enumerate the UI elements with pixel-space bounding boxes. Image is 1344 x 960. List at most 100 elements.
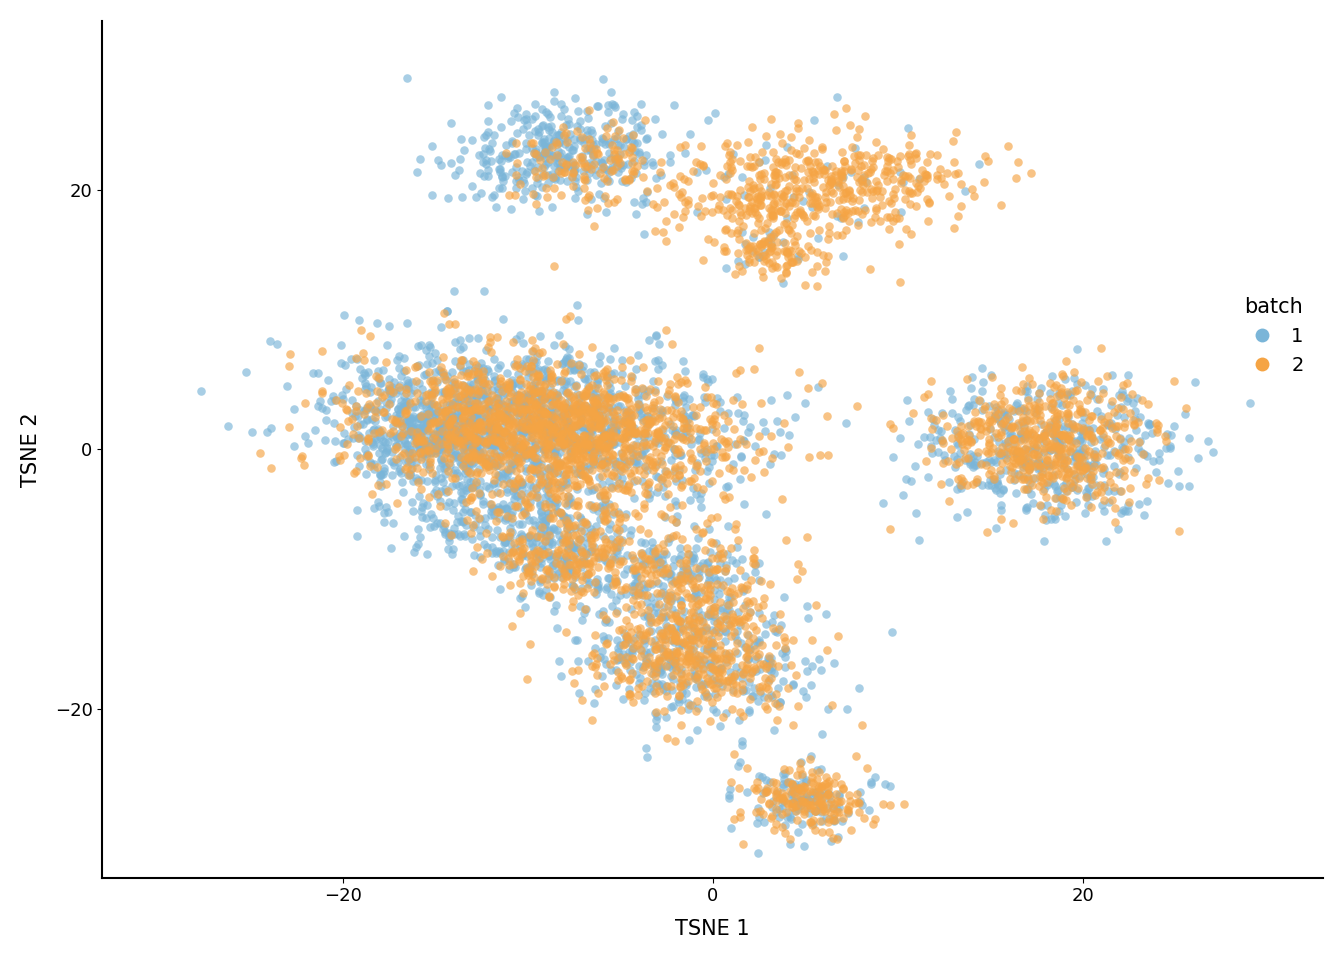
Point <box>720 225 742 240</box>
Point <box>481 545 503 561</box>
Point <box>801 265 823 280</box>
Point <box>1047 408 1068 423</box>
Point <box>528 585 550 600</box>
Point <box>462 449 484 465</box>
Point <box>366 383 387 398</box>
Point <box>906 506 927 521</box>
Point <box>818 218 840 233</box>
Point <box>866 182 887 198</box>
Point <box>695 453 716 468</box>
Point <box>423 416 445 431</box>
Point <box>567 124 589 139</box>
Point <box>524 554 546 569</box>
Point <box>691 682 712 697</box>
Point <box>972 383 993 398</box>
Point <box>1113 420 1134 435</box>
Point <box>536 406 558 421</box>
Point <box>445 378 466 394</box>
Point <box>1046 377 1067 393</box>
Point <box>550 557 571 572</box>
Point <box>731 683 753 698</box>
Point <box>488 503 509 518</box>
Point <box>453 456 474 471</box>
Point <box>711 678 732 693</box>
Point <box>539 419 560 434</box>
Point <box>574 193 595 208</box>
Point <box>785 668 806 684</box>
Point <box>484 458 505 473</box>
Point <box>341 393 363 408</box>
Point <box>707 620 728 636</box>
Point <box>806 194 828 209</box>
Point <box>610 160 632 176</box>
Point <box>591 431 613 446</box>
Point <box>638 650 660 665</box>
Point <box>567 103 589 118</box>
Point <box>632 588 653 603</box>
Point <box>558 420 579 435</box>
Point <box>1003 420 1024 435</box>
Point <box>573 584 594 599</box>
Point <box>867 147 888 162</box>
Point <box>689 648 711 663</box>
Point <box>704 563 726 578</box>
Point <box>687 602 708 617</box>
Point <box>430 451 452 467</box>
Point <box>481 486 503 501</box>
Point <box>712 444 734 460</box>
Point <box>512 532 534 547</box>
Point <box>656 213 677 228</box>
Point <box>621 651 642 666</box>
Point <box>732 584 754 599</box>
Point <box>918 469 939 485</box>
Point <box>569 476 590 492</box>
Point <box>521 180 543 195</box>
Point <box>669 540 691 556</box>
Point <box>594 188 616 204</box>
Point <box>745 651 766 666</box>
Point <box>617 392 638 407</box>
Point <box>564 407 586 422</box>
Point <box>780 225 801 240</box>
Point <box>598 388 620 403</box>
Point <box>469 445 491 461</box>
Point <box>534 431 555 446</box>
Point <box>470 185 492 201</box>
Point <box>1052 478 1074 493</box>
Point <box>559 433 581 448</box>
Point <box>766 152 788 167</box>
Point <box>569 554 590 569</box>
Point <box>336 437 358 452</box>
Point <box>320 394 341 409</box>
Point <box>669 189 691 204</box>
Point <box>669 444 691 460</box>
Point <box>607 124 629 139</box>
Point <box>759 775 781 790</box>
Point <box>423 438 445 453</box>
Point <box>589 550 610 565</box>
Point <box>745 804 766 820</box>
Point <box>840 822 862 837</box>
Point <box>746 189 767 204</box>
Point <box>531 421 552 437</box>
Point <box>859 261 880 276</box>
Point <box>543 520 564 536</box>
Point <box>1110 389 1132 404</box>
Point <box>570 121 591 136</box>
Point <box>824 813 845 828</box>
Point <box>564 429 586 444</box>
Point <box>347 408 368 423</box>
Point <box>688 564 710 580</box>
Point <box>660 154 681 169</box>
Point <box>796 213 817 228</box>
Point <box>715 138 737 154</box>
Point <box>652 585 673 600</box>
Point <box>539 379 560 395</box>
Point <box>622 563 644 578</box>
Point <box>644 656 665 671</box>
Point <box>1095 447 1117 463</box>
Point <box>973 174 995 189</box>
Point <box>399 447 421 463</box>
Point <box>620 671 641 686</box>
Point <box>669 556 691 571</box>
